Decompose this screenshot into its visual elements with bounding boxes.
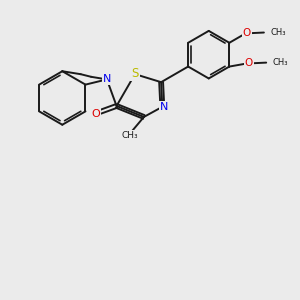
Text: N: N xyxy=(160,102,168,112)
Text: N: N xyxy=(103,74,111,84)
Text: O: O xyxy=(91,109,100,118)
Text: O: O xyxy=(242,28,251,38)
Text: CH₃: CH₃ xyxy=(270,28,286,37)
Text: CH₃: CH₃ xyxy=(122,131,138,140)
Text: CH₃: CH₃ xyxy=(273,58,288,67)
Text: S: S xyxy=(131,67,139,80)
Text: O: O xyxy=(245,58,253,68)
